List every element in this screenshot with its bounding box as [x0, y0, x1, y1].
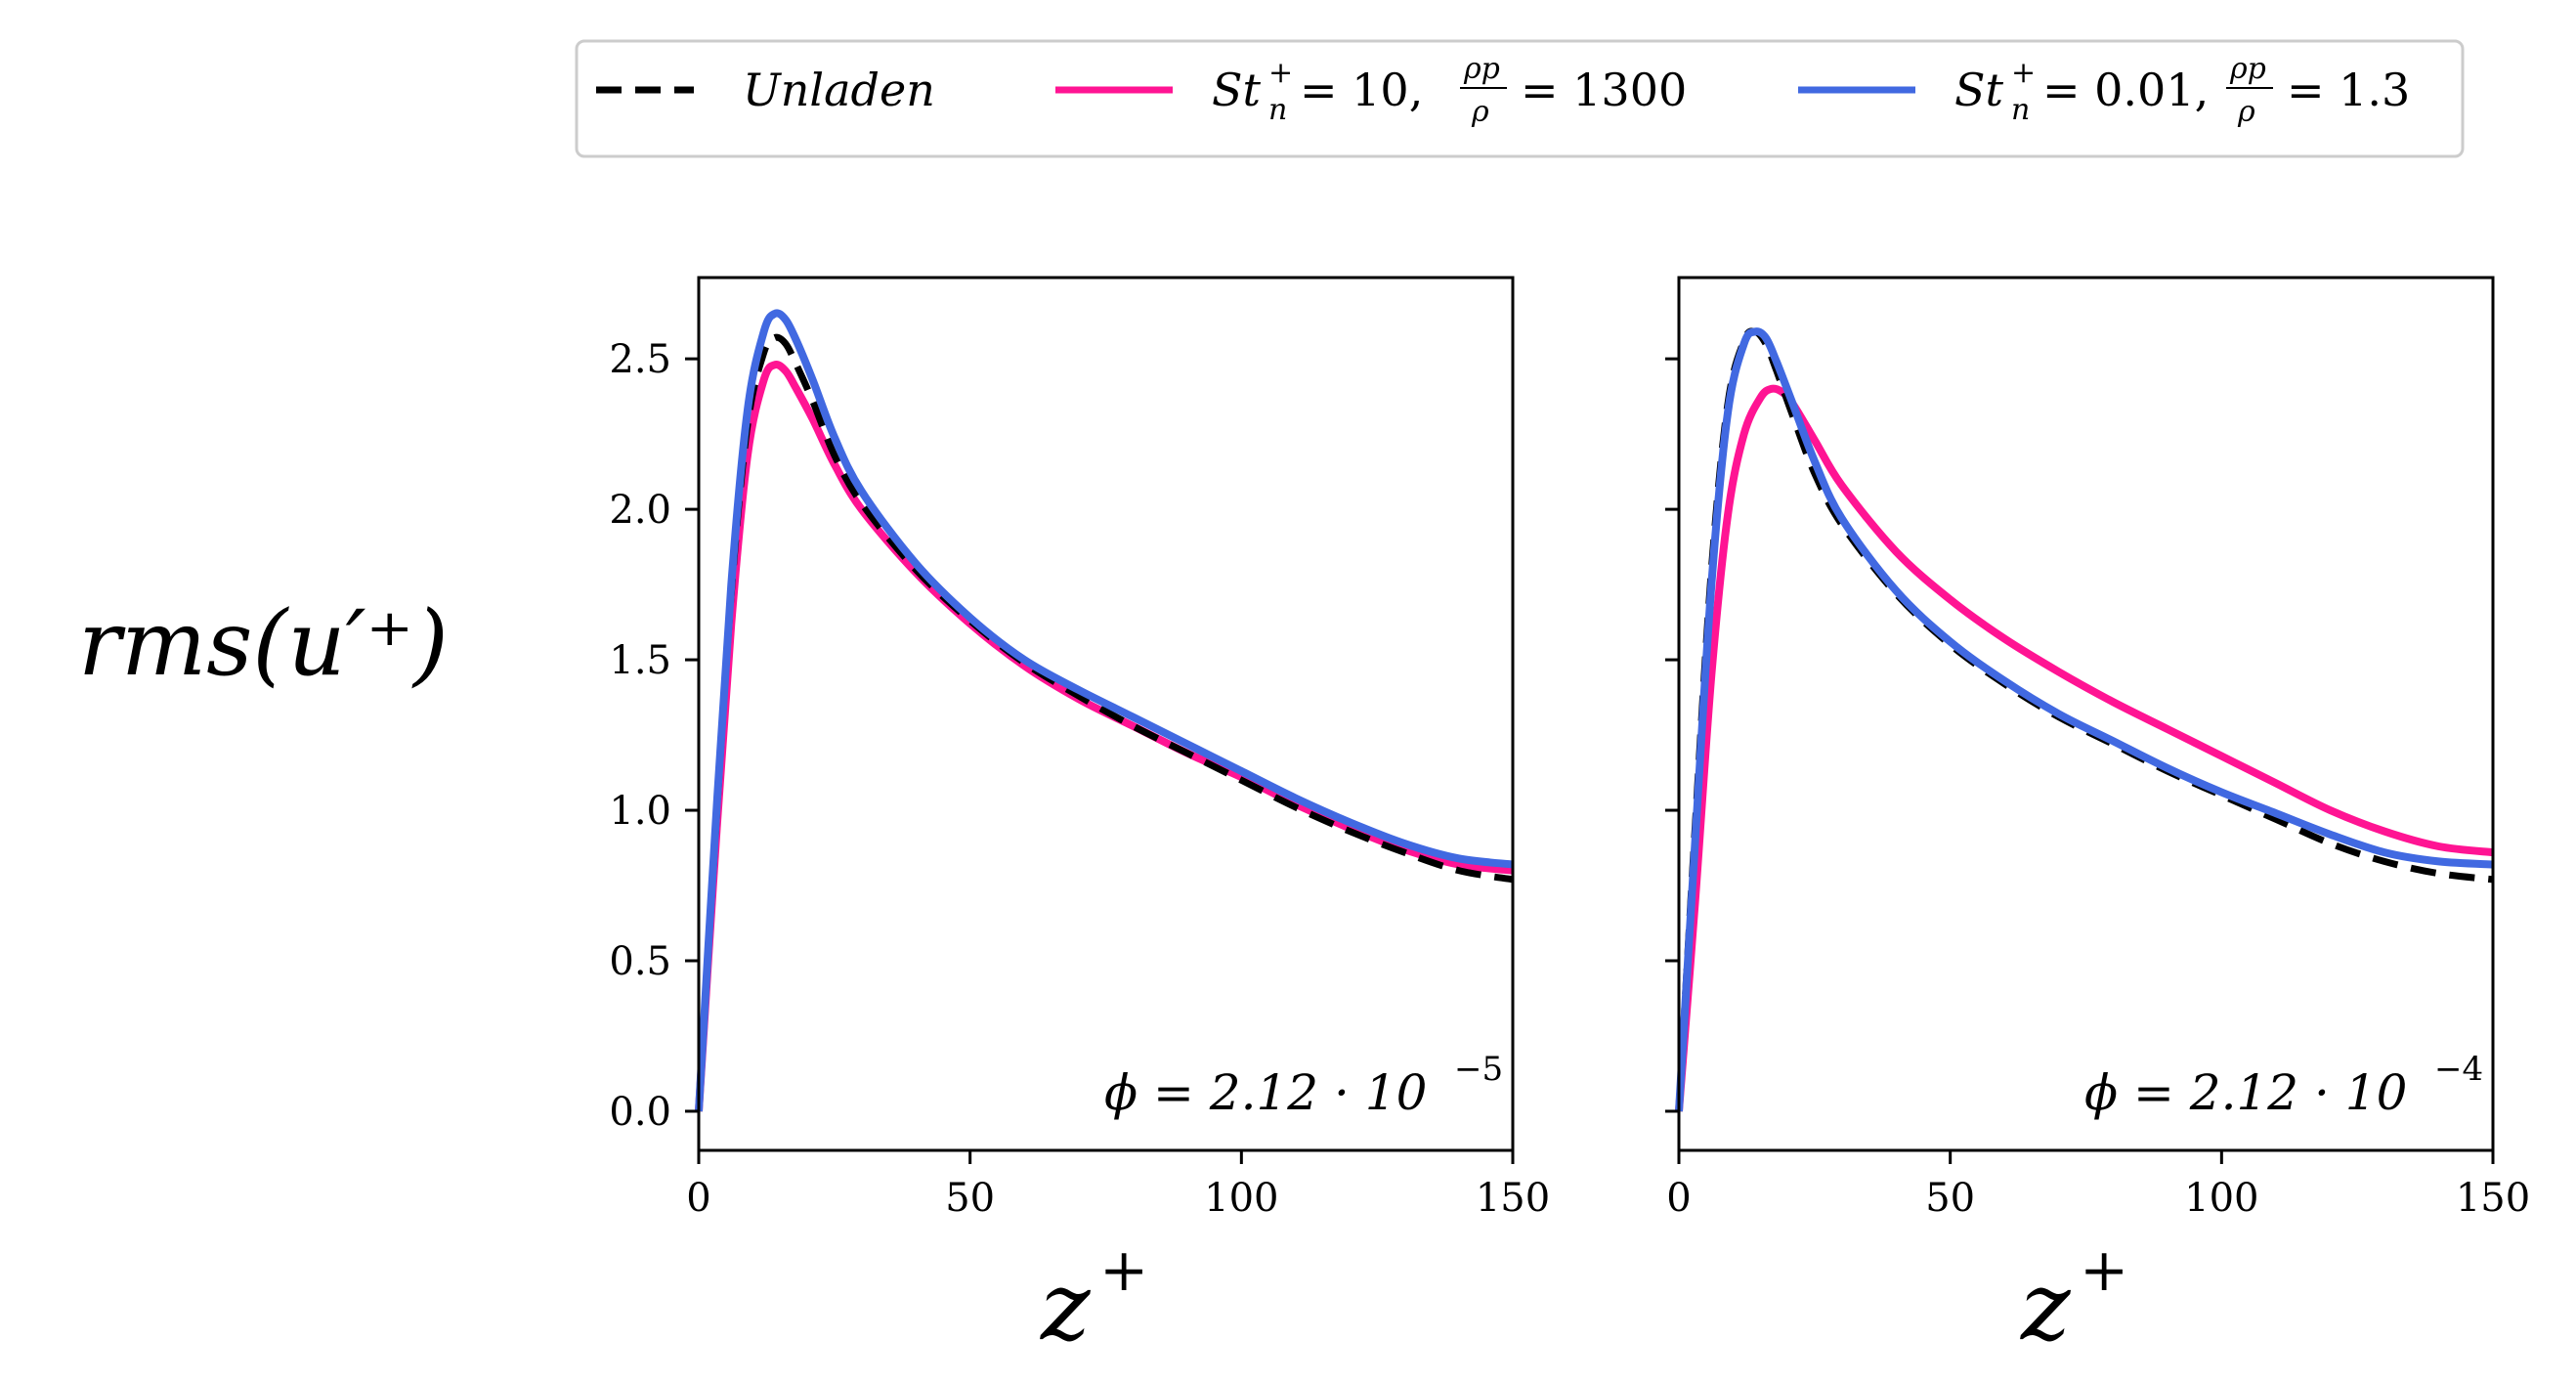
y-tick-label-left-0: 0.0	[609, 1090, 671, 1135]
x-tick-label-left-0: 0	[686, 1176, 710, 1221]
legend-frame	[575, 39, 2465, 158]
legend-label-light-frac-den: ρ	[2237, 95, 2255, 129]
series-right-unladen-line	[1675, 327, 2494, 1112]
series-right-light-particles-line	[1675, 327, 2494, 1112]
legend-label-light-sub: n	[2011, 93, 2030, 127]
plot-right-ticks: 0 50 100 150	[1665, 357, 2530, 1221]
series-left-unladen-line	[695, 333, 1514, 1112]
x-tick-label-right-100: 100	[2184, 1176, 2258, 1221]
legend-label-heavy-rest: = 10,	[1300, 64, 1423, 116]
legend-label-heavy-sub: n	[1268, 93, 1287, 127]
annotation-left-exp: −5	[1454, 1050, 1503, 1089]
annotation-right: ϕ = 2.12 · 10 −4	[2084, 1050, 2483, 1121]
plot-right-series	[1675, 327, 2494, 1112]
x-axis-label-right: z +	[2020, 1236, 2128, 1361]
y-tick-label-left-4: 2.0	[609, 488, 671, 533]
y-axis-label: rms(u′⁺)	[78, 591, 449, 696]
plot-right-frame	[1677, 276, 2495, 1152]
legend-label-light-tail: = 1.3	[2287, 64, 2410, 116]
x-axis-label-left-sup: +	[1099, 1236, 1148, 1305]
legend-label-light-main: St	[1954, 64, 2004, 116]
legend-label-light-sup: +	[2011, 56, 2036, 90]
legend-entry-light: St + n = 0.01, ρp ρ = 1.3	[1798, 52, 2410, 129]
panel-right: 0 50 100 150 ϕ = 2.12 · 10 −4 z +	[1665, 276, 2530, 1361]
x-tick-label-left-150: 150	[1476, 1176, 1550, 1221]
x-tick-label-right-50: 50	[1925, 1176, 1975, 1221]
legend-label-heavy-frac-num: ρp	[1463, 52, 1500, 86]
series-left-heavy-particles-line	[695, 360, 1514, 1112]
x-tick-label-right-0: 0	[1666, 1176, 1691, 1221]
plot-left-frame	[697, 276, 1515, 1152]
y-tick-label-left-2: 1.0	[609, 789, 671, 834]
legend-label-light-frac-num: ρp	[2229, 52, 2266, 86]
legend-label-heavy-sup: +	[1268, 56, 1293, 90]
legend-label-heavy-frac-den: ρ	[1471, 95, 1489, 129]
x-tick-label-left-50: 50	[945, 1176, 995, 1221]
x-axis-label-right-base: z	[2020, 1252, 2072, 1361]
legend-label-light-rest: = 0.01,	[2042, 64, 2209, 116]
annotation-right-exp: −4	[2434, 1050, 2483, 1089]
plot-left-series	[695, 309, 1514, 1112]
series-right-heavy-particles-line	[1675, 384, 2494, 1112]
legend-label-unladen: Unladen	[743, 64, 935, 116]
legend-entry-unladen: Unladen	[596, 64, 935, 116]
y-tick-label-left-3: 1.5	[609, 638, 671, 683]
legend-label-heavy-main: St	[1212, 64, 1262, 116]
plot-left-ticks: 0 50 100 150 0.0 0.5 1.0 1.5 2.0 2.5	[609, 337, 1550, 1221]
x-axis-label-left: z +	[1040, 1236, 1148, 1361]
x-axis-label-left-base: z	[1040, 1252, 1092, 1361]
legend-label-heavy-tail: = 1300	[1521, 64, 1687, 116]
panel-left: 0 50 100 150 0.0 0.5 1.0 1.5 2.0 2.5 ϕ = 2.12 · 1…	[609, 276, 1550, 1361]
annotation-left: ϕ = 2.12 · 10 −5	[1104, 1050, 1503, 1121]
annotation-left-base: ϕ = 2.12 · 10	[1104, 1064, 1427, 1121]
annotation-right-base: ϕ = 2.12 · 10	[2084, 1064, 2407, 1121]
x-tick-label-left-100: 100	[1204, 1176, 1278, 1221]
y-tick-label-left-1: 0.5	[609, 939, 671, 984]
x-tick-label-right-150: 150	[2456, 1176, 2530, 1221]
legend-entry-heavy: St + n = 10, ρp ρ = 1300	[1055, 52, 1687, 129]
y-tick-label-left-5: 2.5	[609, 337, 671, 382]
series-left-light-particles-line	[695, 309, 1514, 1112]
x-axis-label-right-sup: +	[2080, 1236, 2128, 1305]
legend: Unladen St + n = 10, ρp ρ = 1300 St + n …	[575, 39, 2465, 158]
